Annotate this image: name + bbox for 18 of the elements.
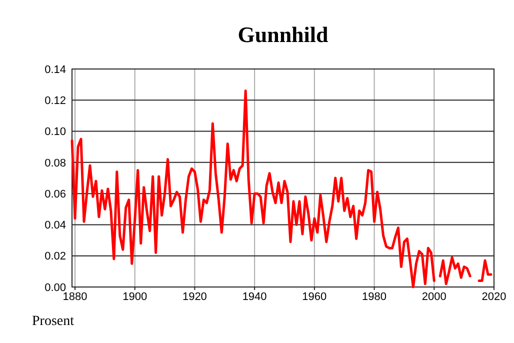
y-tick-label: 0.00: [44, 282, 66, 294]
y-tick-label: 0.12: [44, 94, 66, 107]
x-tick-label: 1980: [362, 291, 387, 303]
y-tick-label: 0.10: [44, 126, 66, 138]
y-tick-label: 0.06: [44, 188, 66, 200]
y-tick-label: 0.14: [44, 64, 66, 76]
y-tick-label: 0.04: [44, 220, 66, 232]
x-tick-label: 1880: [62, 291, 88, 303]
x-tick-label: 2000: [422, 291, 446, 303]
y-axis-title: Prosent: [32, 314, 74, 329]
y-tick-label: 0.08: [44, 157, 66, 170]
x-tick-label: 1920: [182, 291, 207, 303]
y-tick-label: 0.02: [44, 250, 66, 263]
chart-title: Gunnhild: [238, 22, 328, 47]
x-tick-label: 1900: [122, 291, 148, 303]
x-tick-label: 2020: [482, 291, 506, 303]
x-tick-label: 1960: [302, 291, 327, 303]
x-tick-label: 1940: [242, 291, 267, 303]
